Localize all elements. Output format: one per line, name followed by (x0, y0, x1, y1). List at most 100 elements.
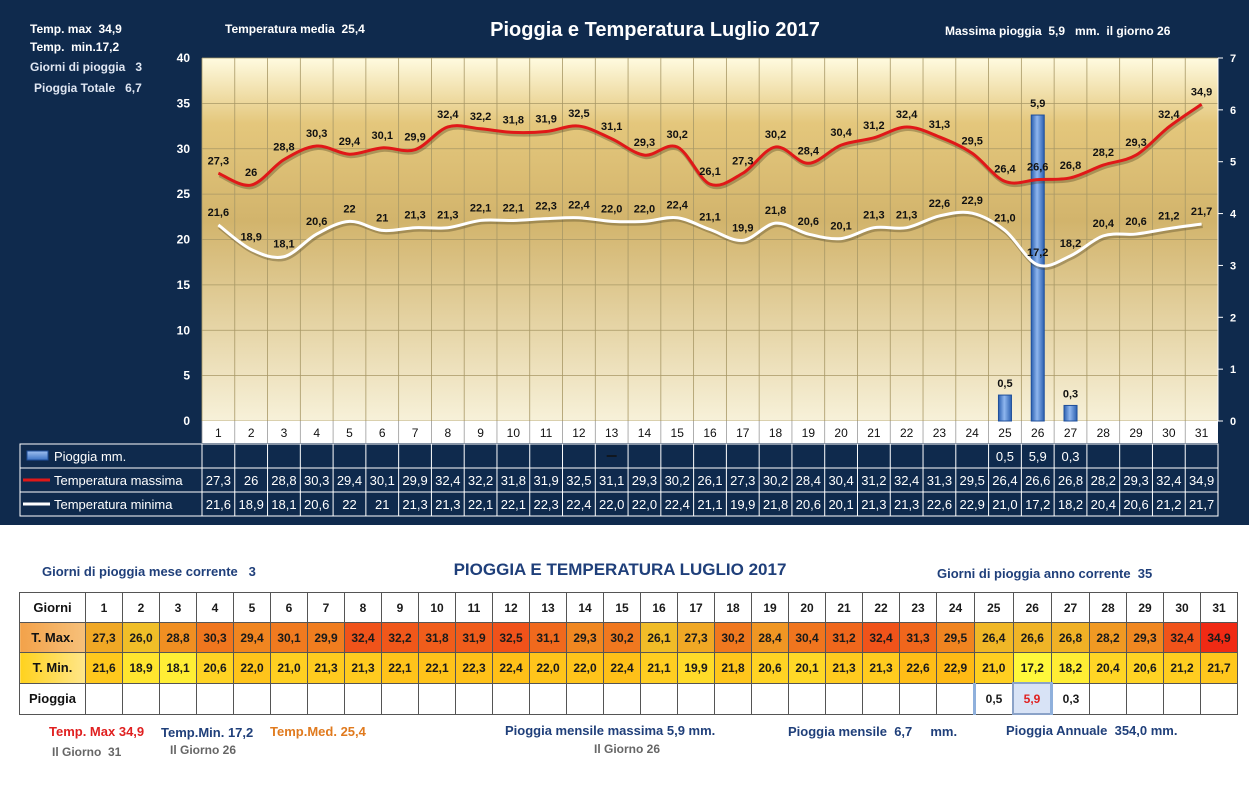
tmax-line-shadow (218, 104, 1204, 190)
stats-tmax-cell: 32,2 (381, 622, 419, 653)
stats-tmax-cell: 32,4 (862, 622, 900, 653)
legend-rain: Pioggia mm. (54, 449, 126, 464)
stats-tmax-cell: 30,4 (788, 622, 826, 653)
stats-tmin-cell: 22,1 (381, 652, 419, 684)
data-table-cell-tmax: 28,8 (271, 473, 296, 488)
tmax-point-label: 29,4 (339, 136, 361, 148)
stats-tmax-cell: 32,4 (1163, 622, 1201, 653)
tmin-point-label: 21,3 (404, 210, 425, 222)
tmin-point-label: 22,4 (667, 200, 689, 212)
stats-tmax-cell: 28,2 (1089, 622, 1127, 653)
x-tick-label: 23 (933, 426, 947, 440)
tmax-point-label: 32,5 (568, 108, 589, 120)
tmax-point-label: 31,8 (503, 114, 524, 126)
tmin-point-label: 21,6 (208, 207, 229, 219)
data-table-cell-rain: 0,5 (996, 449, 1014, 464)
stats-rain-cell (455, 682, 493, 715)
x-tick-label: 29 (1129, 426, 1143, 440)
stats-day-cell: 3 (159, 592, 197, 623)
tmin-point-label: 21,3 (896, 210, 917, 222)
x-tick-label: 1 (215, 426, 222, 440)
x-tick-label: 18 (769, 426, 783, 440)
stats-day-cell: 21 (825, 592, 863, 623)
stats-tmax-cell: 31,8 (418, 622, 456, 653)
stats-rain-cell (418, 682, 456, 715)
data-table-cell-tmax: 31,8 (501, 473, 526, 488)
stats-tmin-cell: 22,1 (418, 652, 456, 684)
stats-tmax-cell: 26,6 (1012, 622, 1052, 653)
x-tick-label: 11 (540, 426, 553, 440)
tmin-point-label: 19,9 (732, 222, 753, 234)
stats-tmin-cell: 21,3 (862, 652, 900, 684)
stats-day-cell: 19 (751, 592, 789, 623)
stats-tmin-cell: 18,2 (1051, 652, 1090, 684)
tmax-point-label: 30,3 (306, 128, 327, 140)
stats-row-tmax-label: T. Max. (19, 622, 86, 653)
stats-tmin-cell: 21,0 (270, 652, 308, 684)
stats-rain-cell (862, 682, 900, 715)
tmax-point-label: 29,5 (961, 135, 982, 147)
stats-rain-cell (85, 682, 123, 715)
header-temp-max: Temp. max 34,9 (30, 22, 122, 36)
stats-tmax-cell: 31,2 (825, 622, 863, 653)
stat-tmed-value: 25,4 (340, 724, 366, 739)
tmax-point-label: 29,3 (634, 137, 655, 149)
stats-tmax-cell: 31,9 (455, 622, 493, 653)
x-tick-label: 12 (572, 426, 586, 440)
stats-rain-cell (603, 682, 641, 715)
stats-tmax-cell: 30,2 (714, 622, 752, 653)
stats-row-pioggia-label: Pioggia (19, 682, 86, 715)
data-table-cell-tmin: 21,6 (206, 497, 231, 512)
tmax-point-label: 31,9 (535, 114, 556, 126)
stats-tmin-cell: 22,4 (603, 652, 641, 684)
stats-tmax-cell: 26,0 (122, 622, 160, 653)
tmax-point-label: 26,4 (994, 163, 1016, 175)
tmax-point-label: 30,2 (667, 129, 688, 141)
data-table-cell-tmin: 21 (375, 497, 389, 512)
stats-rain-cell (714, 682, 752, 715)
tmax-point-label: 32,4 (1158, 109, 1180, 121)
tmax-point-label: 26,8 (1060, 160, 1081, 172)
stats-day-cell: 25 (974, 592, 1014, 623)
data-table-cell-tmax: 32,2 (468, 473, 493, 488)
stats-tmin-cell: 22,0 (566, 652, 604, 684)
stats-tmax-cell: 29,9 (307, 622, 345, 653)
stats-table: Giorni 1 2 3 4 5 6 7 8 9 10 11 12 13 14 15 16 17 18 19 20 21 2… (19, 592, 1238, 715)
data-table-cell-tmax: 34,9 (1189, 473, 1214, 488)
stats-rain-cell (529, 682, 567, 715)
tmin-point-label: 21,3 (437, 210, 458, 222)
tmax-point-label: 32,4 (896, 109, 918, 121)
stat-giorno-min: Il Giorno 26 (170, 743, 237, 757)
tmax-point-label: 28,8 (273, 142, 294, 154)
stats-day-cell: 16 (640, 592, 678, 623)
stat-tmax-value: 34,9 (118, 724, 145, 739)
tmax-point-label: 26,6 (1027, 162, 1048, 174)
tmax-point-label: 32,4 (437, 109, 459, 121)
y-right-tick: 6 (1230, 105, 1236, 117)
stats-day-cell: 23 (899, 592, 937, 623)
stats-tbody: Giorni 1 2 3 4 5 6 7 8 9 10 11 12 13 14 15 16 17 18 19 20 21 2… (19, 592, 1238, 715)
data-table-cell-tmax: 30,2 (763, 473, 788, 488)
header-temp-min: Temp. min.17,2 (30, 40, 120, 54)
stats-day-cell: 18 (714, 592, 752, 623)
tmin-point-label: 18,9 (240, 231, 261, 243)
stat-giorni-mese: Giorni di pioggia mese corrente 3 (42, 564, 256, 579)
stats-tmin-cell: 22,0 (233, 652, 271, 684)
stat-tmed-label: Temp.Med. (270, 724, 337, 739)
tmax-point-label: 26,1 (699, 166, 720, 178)
tmin-point-label: 21,7 (1191, 206, 1212, 218)
data-table-cell-tmax: 29,9 (402, 473, 427, 488)
data-table-cell-tmax: 32,5 (566, 473, 591, 488)
stats-row-pioggia: Pioggia 0,5 5,9 0,3 (19, 682, 1238, 715)
stats-rain-cell (307, 682, 345, 715)
stats-tmax-cell: 27,3 (85, 622, 123, 653)
stats-rain-cell: 0,3 (1050, 682, 1090, 715)
data-table-cell-tmax: 29,4 (337, 473, 362, 488)
stat-tmax-label: Temp. Max (49, 724, 116, 739)
y-right-tick: 3 (1230, 260, 1236, 272)
x-tick-label: 5 (346, 426, 353, 440)
stats-day-cell: 6 (270, 592, 308, 623)
data-table-cell-tmin: 21,2 (1156, 497, 1181, 512)
tmax-point-label: 28,4 (798, 145, 820, 157)
